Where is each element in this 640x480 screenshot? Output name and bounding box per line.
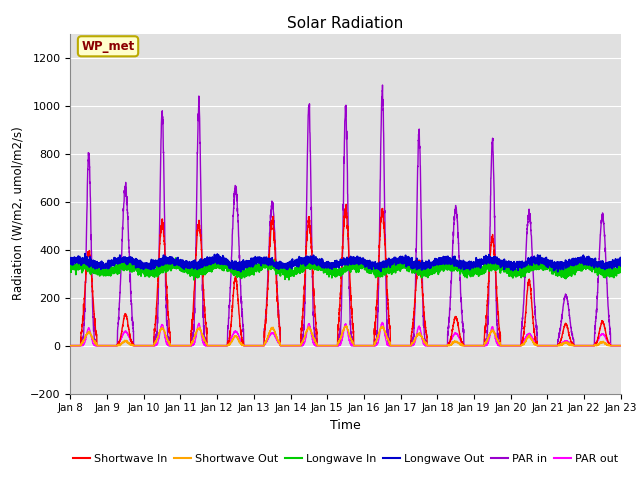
Text: WP_met: WP_met <box>81 40 134 53</box>
X-axis label: Time: Time <box>330 419 361 432</box>
Title: Solar Radiation: Solar Radiation <box>287 16 404 31</box>
Y-axis label: Radiation (W/m2, umol/m2/s): Radiation (W/m2, umol/m2/s) <box>12 127 24 300</box>
Legend: Shortwave In, Shortwave Out, Longwave In, Longwave Out, PAR in, PAR out: Shortwave In, Shortwave Out, Longwave In… <box>68 450 623 468</box>
